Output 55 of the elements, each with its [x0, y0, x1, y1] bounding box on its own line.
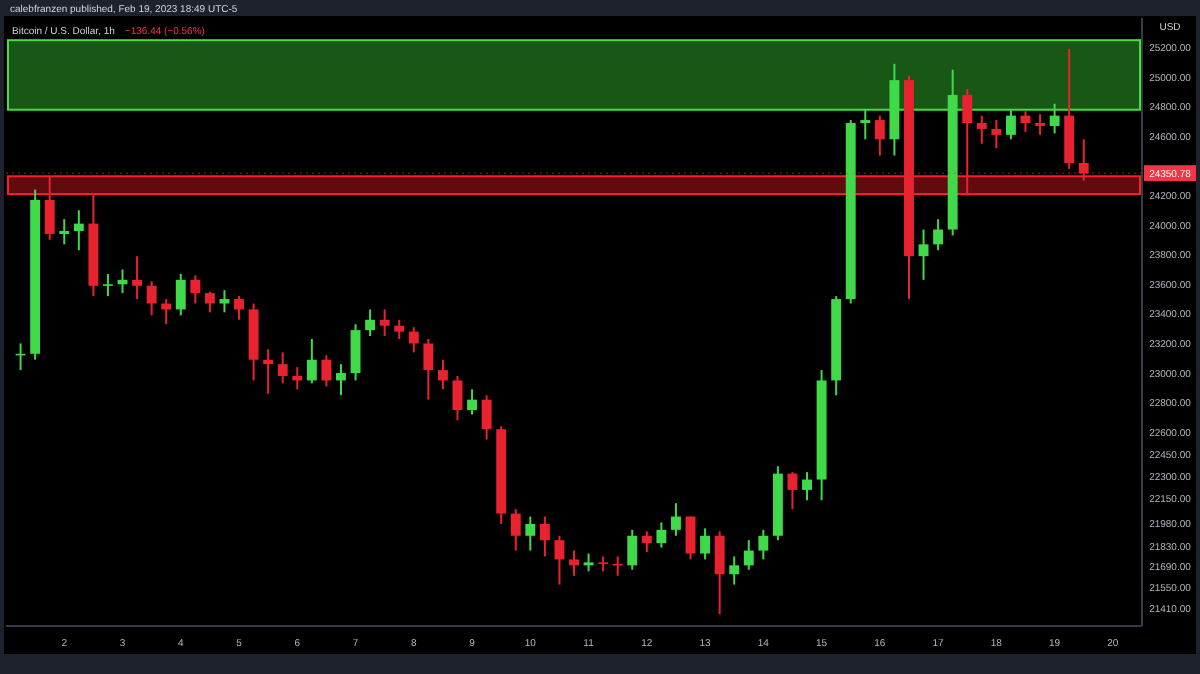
candlestick	[933, 218, 944, 252]
candlestick	[204, 290, 215, 314]
candlestick	[641, 530, 652, 554]
candlestick	[656, 521, 667, 549]
candlestick	[437, 358, 448, 391]
candlestick	[306, 338, 317, 385]
candlestick	[467, 388, 477, 416]
candlestick	[918, 228, 929, 281]
candlestick	[627, 528, 638, 571]
candlestick	[408, 326, 419, 354]
candlestick	[1005, 108, 1016, 141]
candlestick	[132, 255, 143, 301]
candlestick	[1078, 138, 1089, 182]
candlestick	[277, 351, 288, 385]
candlestick	[423, 338, 434, 401]
candlestick	[962, 88, 973, 197]
candlestick	[554, 534, 565, 586]
candlestick	[569, 549, 579, 577]
candlestick	[671, 502, 681, 537]
candlestick	[729, 555, 740, 586]
candlestick	[700, 527, 711, 561]
candlestick	[991, 119, 1002, 150]
candlestick	[685, 515, 696, 561]
candlestick	[874, 114, 885, 157]
candlestick	[44, 175, 55, 241]
candlestick	[714, 530, 725, 616]
candlestick	[1035, 113, 1045, 136]
candlestick	[1064, 48, 1075, 170]
candlestick	[394, 318, 405, 341]
candlestick	[219, 289, 230, 314]
candlestick	[539, 515, 550, 558]
candlestick	[321, 354, 332, 388]
candlestick	[976, 114, 987, 145]
candlestick	[146, 280, 157, 317]
candlestick	[175, 272, 186, 317]
candlestick	[263, 348, 274, 395]
candlestick	[481, 394, 492, 441]
candlestick	[103, 272, 113, 298]
candlestick	[525, 515, 536, 552]
candlestick	[73, 209, 84, 252]
candlestick	[365, 308, 376, 338]
candlestick	[190, 274, 201, 305]
candlestick	[350, 323, 361, 382]
candlestick	[336, 363, 346, 397]
candlestick	[452, 375, 463, 422]
candlestick	[1049, 102, 1060, 135]
candlestick	[59, 218, 70, 246]
candlestick	[292, 366, 303, 391]
candlestick	[758, 528, 769, 561]
candlestick	[802, 471, 812, 502]
candlestick	[234, 295, 244, 321]
candlestick	[743, 539, 754, 571]
candlestick	[860, 108, 871, 141]
candlestick	[379, 308, 390, 338]
candlestick	[510, 508, 521, 552]
